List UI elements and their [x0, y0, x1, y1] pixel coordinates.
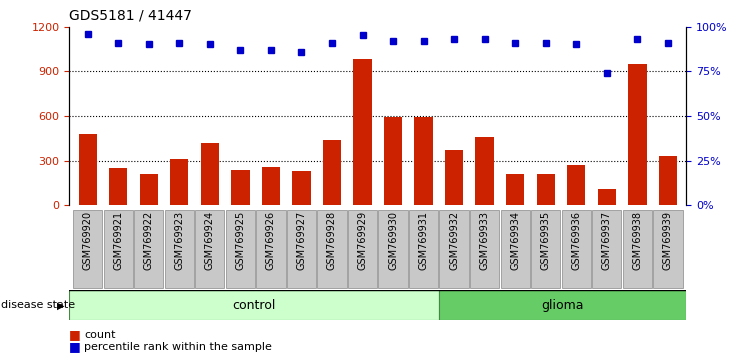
- Bar: [348, 210, 377, 288]
- Text: percentile rank within the sample: percentile rank within the sample: [84, 342, 272, 352]
- Bar: [134, 210, 164, 288]
- Bar: [439, 210, 469, 288]
- Text: GSM769925: GSM769925: [235, 211, 245, 270]
- Text: GSM769928: GSM769928: [327, 211, 337, 270]
- Bar: [323, 140, 341, 205]
- Text: disease state: disease state: [1, 300, 76, 310]
- Bar: [531, 210, 561, 288]
- Bar: [195, 210, 225, 288]
- Bar: [592, 210, 621, 288]
- Bar: [658, 156, 677, 205]
- Bar: [69, 290, 439, 320]
- Bar: [287, 210, 316, 288]
- Text: GSM769930: GSM769930: [388, 211, 398, 270]
- Bar: [353, 59, 372, 205]
- Text: GSM769931: GSM769931: [418, 211, 429, 270]
- Text: GSM769923: GSM769923: [174, 211, 184, 270]
- Bar: [292, 171, 310, 205]
- Bar: [537, 174, 555, 205]
- Bar: [73, 210, 102, 288]
- Text: GSM769932: GSM769932: [449, 211, 459, 270]
- Text: GSM769938: GSM769938: [632, 211, 642, 270]
- Text: GSM769922: GSM769922: [144, 211, 154, 270]
- Bar: [256, 210, 285, 288]
- Text: count: count: [84, 330, 115, 339]
- Bar: [561, 210, 591, 288]
- Text: GSM769939: GSM769939: [663, 211, 673, 270]
- Bar: [653, 210, 683, 288]
- Bar: [79, 134, 97, 205]
- Bar: [384, 118, 402, 205]
- Text: GSM769936: GSM769936: [572, 211, 581, 270]
- Text: GSM769926: GSM769926: [266, 211, 276, 270]
- Text: glioma: glioma: [542, 299, 584, 312]
- Text: ▶: ▶: [57, 300, 64, 310]
- Bar: [139, 174, 158, 205]
- Text: GSM769933: GSM769933: [480, 211, 490, 270]
- Bar: [262, 167, 280, 205]
- Bar: [378, 210, 407, 288]
- Text: GSM769937: GSM769937: [602, 211, 612, 270]
- Text: GDS5181 / 41447: GDS5181 / 41447: [69, 9, 192, 23]
- Text: GSM769929: GSM769929: [358, 211, 367, 270]
- Bar: [409, 210, 438, 288]
- Text: GSM769927: GSM769927: [296, 211, 307, 270]
- Bar: [439, 290, 686, 320]
- Bar: [506, 174, 524, 205]
- Bar: [598, 189, 616, 205]
- Bar: [445, 150, 464, 205]
- Bar: [231, 170, 250, 205]
- Text: ■: ■: [69, 328, 81, 341]
- Bar: [201, 143, 219, 205]
- Bar: [629, 64, 647, 205]
- Bar: [470, 210, 499, 288]
- Bar: [165, 210, 194, 288]
- Text: GSM769924: GSM769924: [205, 211, 215, 270]
- Bar: [226, 210, 255, 288]
- Bar: [475, 137, 493, 205]
- Bar: [501, 210, 530, 288]
- Bar: [567, 165, 585, 205]
- Text: GSM769921: GSM769921: [113, 211, 123, 270]
- Bar: [170, 159, 188, 205]
- Text: ■: ■: [69, 341, 81, 353]
- Text: control: control: [233, 299, 276, 312]
- Bar: [318, 210, 347, 288]
- Bar: [109, 168, 127, 205]
- Bar: [104, 210, 133, 288]
- Text: GSM769920: GSM769920: [82, 211, 93, 270]
- Text: GSM769934: GSM769934: [510, 211, 520, 270]
- Bar: [415, 118, 433, 205]
- Bar: [623, 210, 652, 288]
- Text: GSM769935: GSM769935: [541, 211, 550, 270]
